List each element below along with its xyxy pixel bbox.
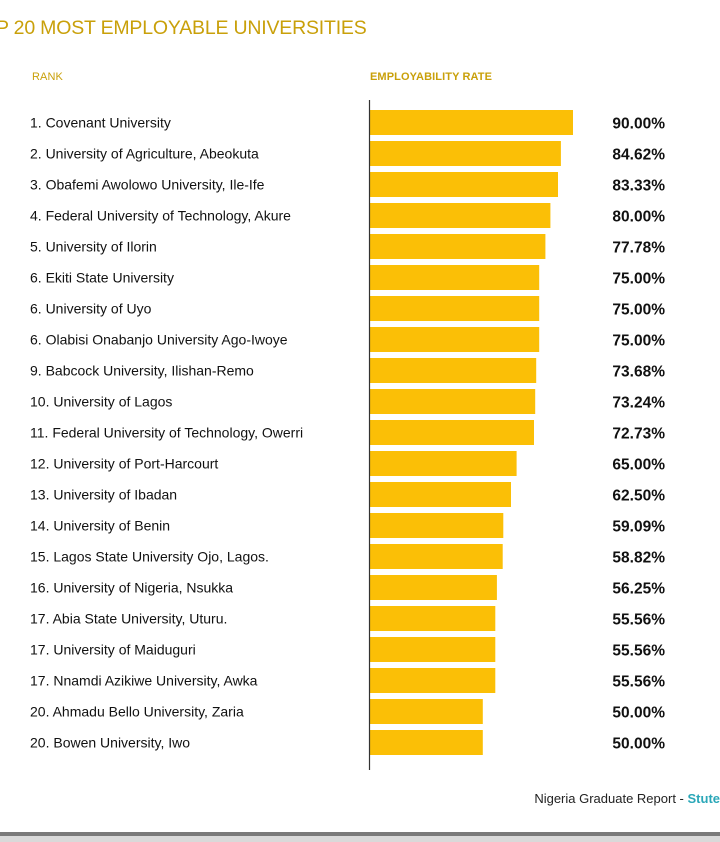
- employability-bar: [370, 141, 561, 166]
- rate-value-label: 50.00%: [612, 736, 665, 753]
- employability-bar: [370, 327, 540, 352]
- employability-bar: [370, 203, 551, 228]
- rate-value-label: 84.62%: [612, 147, 665, 164]
- employability-bar: [370, 730, 483, 755]
- university-label: 17. Abia State University, Uturu.: [30, 611, 227, 627]
- rate-value-label: 55.56%: [612, 643, 665, 660]
- university-label: 17. University of Maiduguri: [30, 642, 196, 658]
- employability-bar: [370, 513, 504, 538]
- employability-bar: [370, 420, 534, 445]
- university-label: 6. Ekiti State University: [30, 270, 174, 286]
- university-label: 12. University of Port-Harcourt: [30, 456, 218, 472]
- university-label: 3. Obafemi Awolowo University, Ile-Ife: [30, 177, 265, 193]
- employability-rate-column-header: EMPLOYABILITY RATE: [370, 71, 492, 83]
- employability-bar: [370, 172, 558, 197]
- employability-bar: [370, 234, 546, 259]
- university-label: 20. Ahmadu Bello University, Zaria: [30, 704, 244, 720]
- footer-band: [0, 836, 720, 842]
- rate-value-label: 75.00%: [612, 302, 665, 319]
- rate-value-label: 75.00%: [612, 333, 665, 350]
- university-label: 20. Bowen University, Iwo: [30, 735, 190, 751]
- rate-value-label: 73.24%: [612, 395, 665, 412]
- university-label: 9. Babcock University, Ilishan-Remo: [30, 363, 254, 379]
- chart-title: P 20 MOST EMPLOYABLE UNIVERSITIES: [0, 17, 367, 39]
- employability-bar: [370, 265, 540, 290]
- employability-bar: [370, 110, 573, 135]
- university-label: 17. Nnamdi Azikiwe University, Awka: [30, 673, 258, 689]
- university-label: 16. University of Nigeria, Nsukka: [30, 580, 233, 596]
- employability-bar: [370, 606, 496, 631]
- bar-rows: 1. Covenant University 90.00% 2. Universit…: [30, 110, 665, 755]
- rate-value-label: 65.00%: [612, 457, 665, 474]
- rate-value-label: 62.50%: [612, 488, 665, 505]
- employability-bar: [370, 637, 496, 662]
- employability-bar: [370, 451, 517, 476]
- rate-value-label: 58.82%: [612, 550, 665, 567]
- employability-bar: [370, 358, 537, 383]
- university-label: 10. University of Lagos: [30, 394, 172, 410]
- rate-value-label: 72.73%: [612, 426, 665, 443]
- employability-bar: [370, 482, 511, 507]
- university-label: 2. University of Agriculture, Abeokuta: [30, 146, 259, 162]
- employability-bar: [370, 575, 497, 600]
- university-label: 5. University of Ilorin: [30, 239, 157, 255]
- employability-bar: [370, 699, 483, 724]
- footer-divider: [0, 832, 720, 836]
- university-label: 14. University of Benin: [30, 518, 170, 534]
- rate-value-label: 55.56%: [612, 674, 665, 691]
- university-label: 4. Federal University of Technology, Aku…: [30, 208, 291, 224]
- university-label: 15. Lagos State University Ojo, Lagos.: [30, 549, 269, 565]
- employability-bar: [370, 668, 496, 693]
- university-label: 13. University of Ibadan: [30, 487, 177, 503]
- employability-bar: [370, 389, 536, 414]
- source-credit: Nigeria Graduate Report - Stute: [534, 791, 720, 806]
- university-label: 6. University of Uyo: [30, 301, 152, 317]
- source-brand: Stute: [687, 791, 720, 806]
- rate-value-label: 73.68%: [612, 364, 665, 381]
- rate-value-label: 80.00%: [612, 209, 665, 226]
- university-label: 6. Olabisi Onabanjo University Ago-Iwoye: [30, 332, 288, 348]
- employability-bar: [370, 296, 540, 321]
- rate-value-label: 55.56%: [612, 612, 665, 629]
- rate-value-label: 75.00%: [612, 271, 665, 288]
- university-label: 1. Covenant University: [30, 115, 171, 131]
- rank-column-header: RANK: [32, 71, 63, 83]
- rate-value-label: 83.33%: [612, 178, 665, 195]
- rate-value-label: 90.00%: [612, 116, 665, 133]
- university-label: 11. Federal University of Technology, Ow…: [30, 425, 303, 441]
- rate-value-label: 50.00%: [612, 705, 665, 722]
- rate-value-label: 77.78%: [612, 240, 665, 257]
- rate-value-label: 59.09%: [612, 519, 665, 536]
- source-text: Nigeria Graduate Report -: [534, 791, 688, 806]
- rate-value-label: 56.25%: [612, 581, 665, 598]
- employability-bar: [370, 544, 503, 569]
